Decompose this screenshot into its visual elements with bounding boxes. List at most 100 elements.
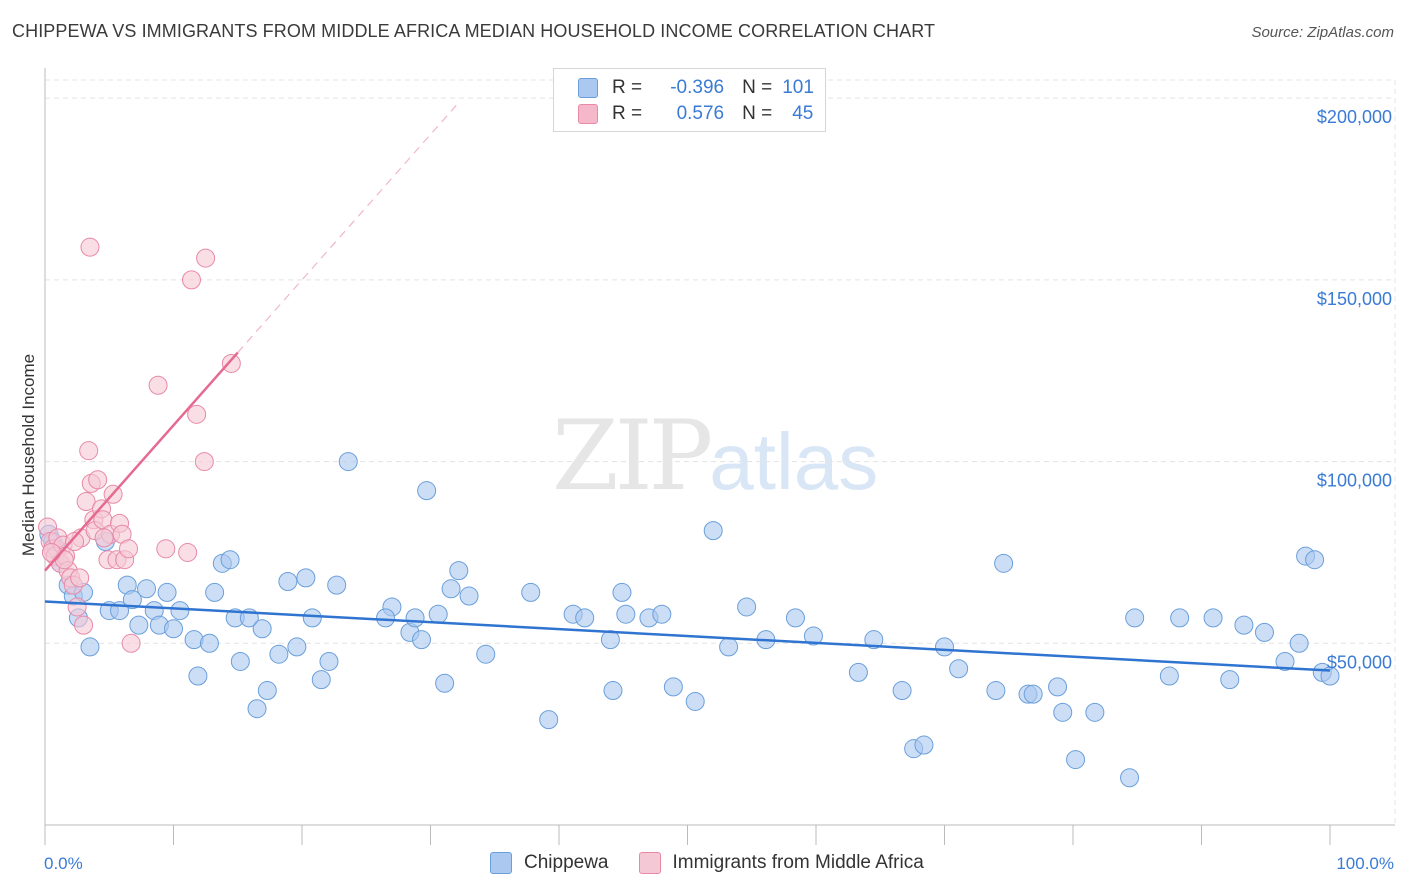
chippewa-point (296, 568, 316, 588)
middle-africa-point (65, 532, 85, 552)
chippewa-point (539, 710, 559, 730)
chippewa-point (287, 637, 307, 657)
chippewa-point (252, 619, 272, 639)
chippewa-point (449, 561, 469, 581)
chippewa-point (257, 681, 277, 701)
chippewa-point (1023, 684, 1043, 704)
chippewa-point (703, 521, 723, 541)
chippewa-point (137, 579, 157, 599)
middle-africa-point (74, 615, 94, 635)
y-tick-label: $100,000 (1317, 471, 1392, 491)
legend-row-middle-africa: R = 0.576 N = 45 (578, 101, 813, 127)
chippewa-point (719, 637, 739, 657)
chippewa-point (1254, 622, 1274, 642)
chippewa-point (405, 608, 425, 628)
legend-swatch-chippewa (578, 78, 598, 98)
chippewa-point (188, 666, 208, 686)
y-tick-label: $200,000 (1317, 107, 1392, 127)
middle-africa-point (80, 237, 100, 257)
chippewa-point (230, 651, 250, 671)
chippewa-point (1159, 666, 1179, 686)
legend-row-chippewa: R = -0.396 N = 101 (578, 75, 814, 101)
watermark-zip: ZIP (552, 400, 713, 512)
chippewa-point (803, 626, 823, 646)
y-tick-label: $50,000 (1327, 652, 1392, 672)
chippewa-point (986, 681, 1006, 701)
chippewa-point (1120, 768, 1140, 788)
legend-n-value: 45 (792, 103, 814, 124)
chippewa-point (278, 572, 298, 592)
middle-africa-point (94, 528, 114, 548)
chippewa-point (1085, 702, 1105, 722)
chippewa-point (170, 601, 190, 621)
chippewa-point (1203, 608, 1223, 628)
series-legend: Chippewa Immigrants from Middle Africa (490, 852, 954, 874)
chippewa-point (129, 615, 149, 635)
source-label: Source: ZipAtlas.com (1251, 24, 1394, 41)
middle-africa-point (88, 470, 108, 490)
legend-label-middle-africa: Immigrants from Middle Africa (672, 852, 924, 873)
chippewa-point (164, 619, 183, 639)
chippewa-point (311, 670, 331, 690)
chippewa-point (685, 691, 705, 711)
legend-r-label: R = (612, 77, 643, 98)
chippewa-point (184, 630, 204, 650)
chippewa-point (412, 630, 432, 650)
x-tick-label-min: 0.0% (44, 854, 83, 873)
middle-africa-point (148, 375, 168, 395)
legend-n-label: N = (742, 103, 773, 124)
chippewa-point (612, 582, 632, 602)
chippewa-point (1066, 750, 1086, 770)
middle-africa-point (221, 353, 241, 373)
chippewa-point (417, 481, 437, 501)
correlation-legend: R = -0.396 N = 101 R = 0.576 N = 45 (553, 68, 826, 132)
legend-r-value: -0.396 (670, 77, 725, 98)
legend-label-chippewa: Chippewa (524, 852, 609, 873)
legend-swatch-middle-africa (578, 104, 598, 124)
legend-swatch-chippewa (490, 852, 512, 874)
chippewa-point (603, 681, 623, 701)
chippewa-point (302, 608, 322, 628)
x-tick-label-max: 100.0% (1336, 854, 1394, 873)
chippewa-point (785, 608, 805, 628)
chippewa-point (327, 575, 347, 595)
middle-africa-point (67, 597, 87, 617)
chippewa-point (157, 582, 177, 602)
chippewa-point (1305, 550, 1325, 570)
chippewa-point (376, 608, 396, 628)
legend-swatch-middle-africa (638, 852, 661, 874)
chippewa-point (864, 630, 884, 650)
chippewa-point (1053, 702, 1073, 722)
middle-africa-trend-extension (237, 105, 457, 353)
axis-labels: $50,000 $100,000 $150,000 $200,000 0.0% 100.0… (19, 107, 1394, 873)
chart-title: CHIPPEWA VS IMMIGRANTS FROM MIDDLE AFRIC… (12, 21, 936, 41)
chippewa-point (1125, 608, 1145, 628)
legend-item-middle-africa: Immigrants from Middle Africa (638, 852, 924, 874)
legend-n-value: 101 (782, 77, 814, 98)
chippewa-point (616, 604, 636, 624)
legend-item-chippewa: Chippewa (490, 852, 609, 874)
chippewa-point (122, 590, 142, 610)
grid-lines (45, 79, 1396, 825)
chippewa-point (435, 673, 455, 693)
legend-r-label: R = (612, 103, 643, 124)
chippewa-point (994, 553, 1014, 573)
chippewa-point (247, 699, 267, 719)
middle-africa-trend-line (44, 351, 239, 572)
chippewa-point (949, 659, 969, 679)
middle-africa-point (196, 248, 216, 268)
chippewa-point (848, 662, 868, 682)
middle-africa-point (121, 633, 141, 653)
chippewa-point (737, 597, 757, 617)
data-points (38, 237, 1340, 788)
chippewa-point (575, 608, 595, 628)
y-tick-label: $150,000 (1317, 289, 1392, 309)
chippewa-point (319, 651, 339, 671)
chippewa-point (220, 550, 240, 570)
chippewa-point (652, 604, 672, 624)
chippewa-point (80, 637, 100, 657)
middle-africa-point (194, 452, 214, 472)
middle-africa-point (156, 539, 176, 559)
chippewa-trend-line (44, 600, 1331, 672)
